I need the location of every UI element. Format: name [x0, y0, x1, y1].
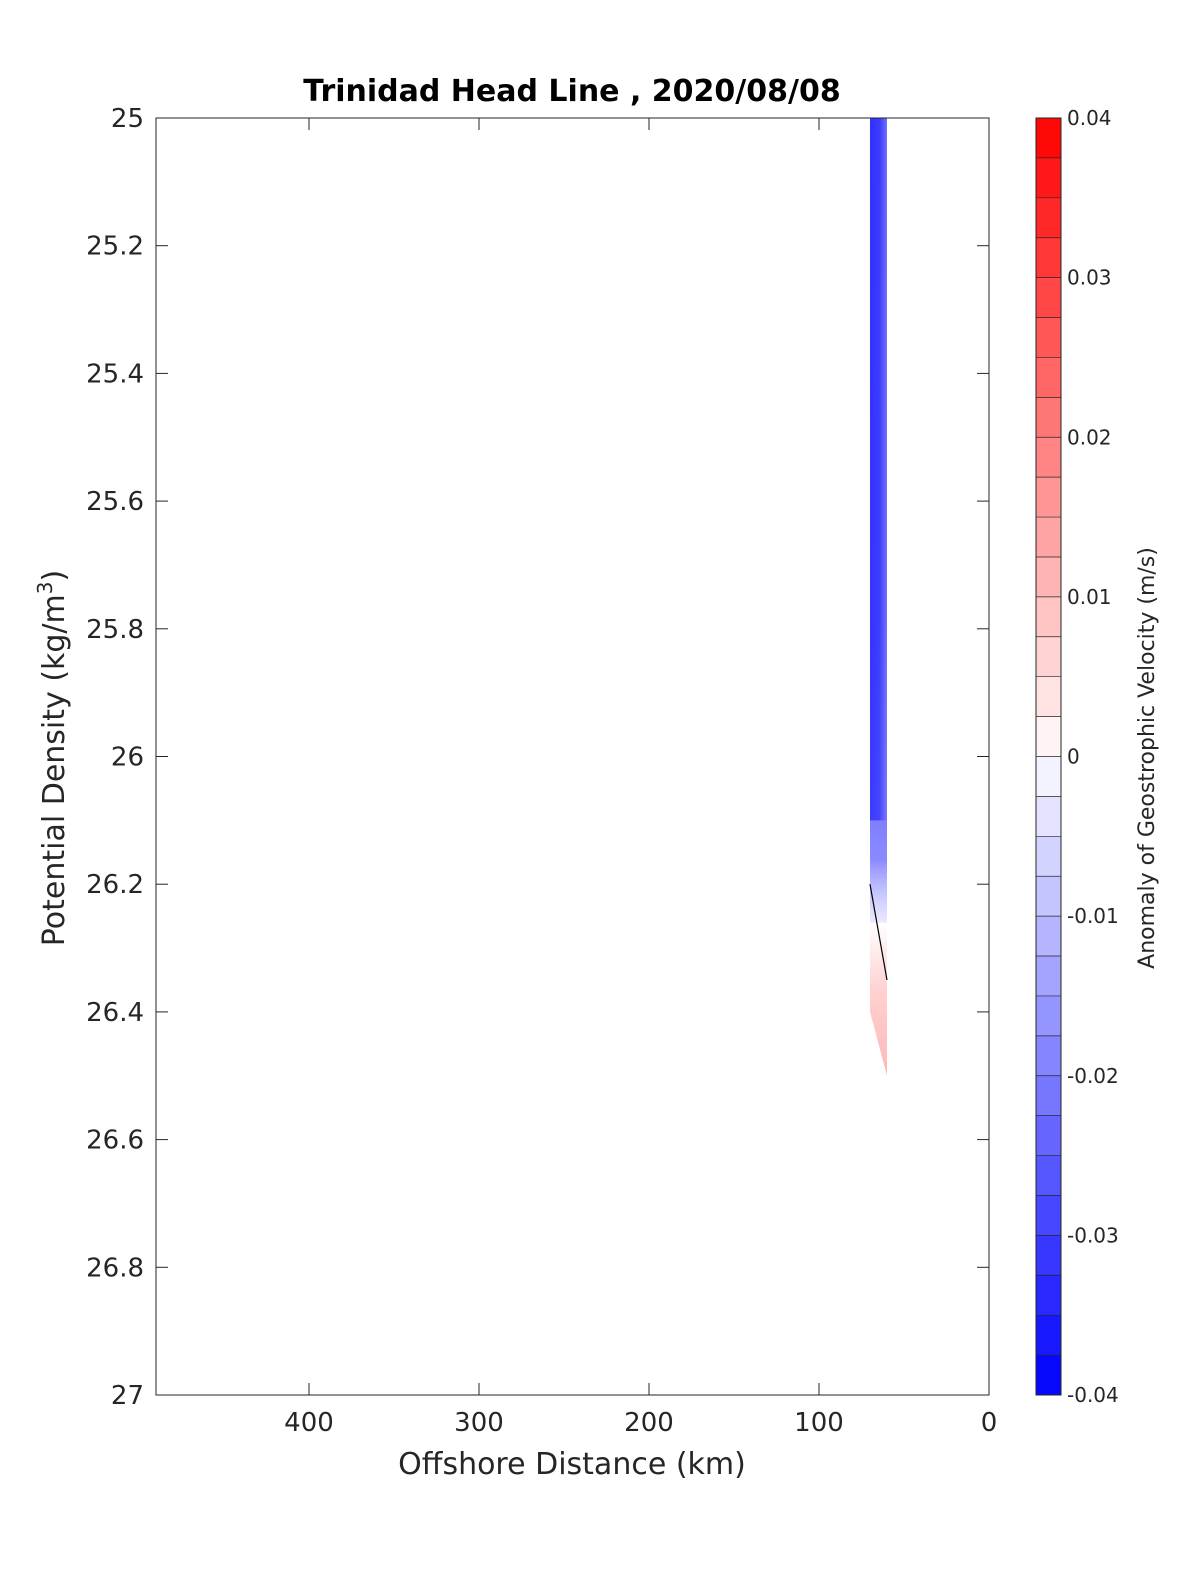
colorbar-level — [1036, 1355, 1061, 1396]
y-axis: 25 25.2 25.4 25.6 25.8 26 26.2 26.4 26.6 26.8 27 — [86, 104, 989, 1411]
y-tick-label: 26 — [111, 743, 144, 773]
colorbar-level — [1036, 437, 1061, 478]
colorbar: 0.04 0.03 0.02 0.01 0 -0.01 -0.02 -0.03 -0.04 — [1035, 106, 1119, 1407]
x-tick-label: 200 — [624, 1408, 674, 1438]
negative-velocity-core — [870, 118, 887, 821]
x-tick-label: 400 — [284, 1408, 334, 1438]
positive-velocity-band — [870, 922, 887, 1076]
colorbar-level — [1036, 1195, 1061, 1236]
y-tick-label: 25.8 — [86, 615, 144, 645]
colorbar-level — [1036, 995, 1061, 1037]
colorbar-level — [1036, 357, 1061, 398]
colorbar-level — [1036, 1275, 1061, 1316]
y-axis-title-main: Potential Density (kg/m — [37, 594, 72, 946]
colorbar-level — [1036, 916, 1061, 957]
y-tick-label: 26.2 — [86, 870, 144, 900]
colorbar-ticks: 0.04 0.03 0.02 0.01 0 -0.01 -0.02 -0.03 -0.04 — [1067, 106, 1119, 1407]
colorbar-level — [1036, 1035, 1061, 1077]
colorbar-level — [1036, 517, 1061, 558]
colorbar-level — [1036, 197, 1061, 239]
colorbar-level — [1036, 1315, 1061, 1356]
x-axis-title: Offshore Distance (km) — [398, 1447, 746, 1482]
colorbar-level — [1036, 157, 1061, 199]
colorbar-tick-label: -0.03 — [1067, 1223, 1119, 1247]
plot-frame — [155, 117, 990, 1396]
colorbar-level — [1036, 1235, 1061, 1276]
colorbar-frame — [1035, 117, 1062, 1396]
colorbar-level — [1036, 477, 1061, 518]
colorbar-tick-label: 0.02 — [1067, 425, 1112, 449]
colorbar-level — [1036, 836, 1061, 877]
y-tick-label: 26.6 — [86, 1126, 144, 1156]
y-tick-label: 26.8 — [86, 1253, 144, 1283]
colorbar-level — [1036, 796, 1061, 837]
colorbar-tick-label: 0.03 — [1067, 266, 1112, 290]
colorbar-level — [1036, 1155, 1061, 1196]
colorbar-level — [1036, 676, 1061, 718]
colorbar-level — [1036, 716, 1061, 757]
x-axis: 400 300 200 100 0 — [284, 118, 997, 1438]
colorbar-level — [1036, 317, 1061, 358]
chart-title: Trinidad Head Line , 2020/08/08 — [303, 74, 840, 109]
plot-area: 400 300 200 100 0 25 25.2 25.4 25.6 25.8 26 26.2 26… — [86, 104, 997, 1438]
colorbar-tick-label: -0.01 — [1067, 904, 1119, 928]
colorbar-tick-label: 0.01 — [1067, 585, 1112, 609]
colorbar-level — [1036, 876, 1061, 917]
colorbar-level — [1036, 596, 1061, 638]
colorbar-tick-label: 0 — [1067, 745, 1080, 769]
colorbar-tick-label: -0.04 — [1067, 1383, 1119, 1407]
colorbar-level — [1036, 1075, 1061, 1117]
colorbar-title: Anomaly of Geostrophic Velocity (m/s) — [1135, 547, 1160, 969]
colorbar-levels — [1036, 118, 1061, 1396]
x-tick-label: 0 — [981, 1408, 998, 1438]
y-tick-label: 26.4 — [86, 998, 144, 1028]
y-tick-label: 25 — [111, 104, 144, 134]
colorbar-tick-label: 0.04 — [1067, 106, 1112, 130]
y-tick-label: 25.6 — [86, 487, 144, 517]
y-axis-title: Potential Density (kg/m3) — [33, 570, 72, 946]
y-tick-label: 25.4 — [86, 359, 144, 389]
velocity-field — [869, 118, 888, 1076]
colorbar-level — [1036, 756, 1061, 797]
colorbar-level — [1036, 956, 1061, 997]
y-tick-label: 25.2 — [86, 232, 144, 262]
y-axis-title-end: ) — [37, 570, 72, 582]
colorbar-level — [1036, 556, 1061, 598]
x-tick-label: 100 — [794, 1408, 844, 1438]
colorbar-level — [1036, 1115, 1061, 1157]
colorbar-tick-label: -0.02 — [1067, 1064, 1119, 1088]
colorbar-level — [1036, 277, 1061, 319]
colorbar-level — [1036, 397, 1061, 438]
colorbar-level — [1036, 237, 1061, 279]
y-tick-label: 27 — [111, 1381, 144, 1411]
colorbar-level — [1036, 636, 1061, 678]
zero-contour-line — [869, 884, 888, 981]
x-tick-label: 300 — [454, 1408, 504, 1438]
colorbar-level — [1036, 118, 1061, 159]
y-axis-title-superscript: 3 — [33, 581, 57, 594]
